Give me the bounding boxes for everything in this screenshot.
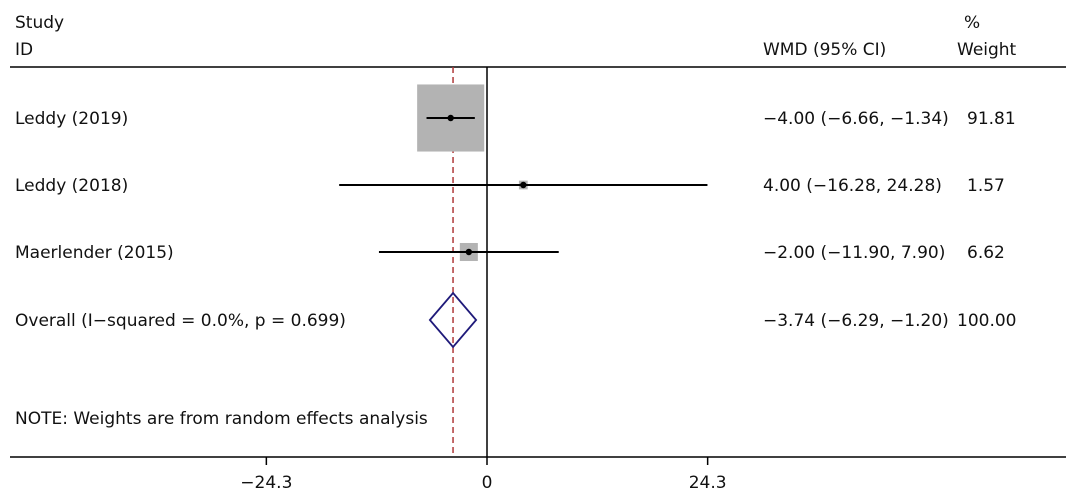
x-axis-tick-label: 24.3	[689, 473, 727, 493]
study-ci-text: −4.00 (−6.66, −1.34)	[763, 109, 949, 129]
study-point-estimate	[520, 181, 527, 189]
header-percent-label: %	[964, 13, 980, 33]
header-study-label: Study	[15, 13, 64, 33]
study-label: Leddy (2018)	[15, 176, 128, 196]
study-label: Maerlender (2015)	[15, 243, 174, 263]
study-weight-text: 91.81	[967, 109, 1016, 129]
overall-ci-text: −3.74 (−6.29, −1.20)	[763, 311, 949, 331]
study-point-estimate	[465, 248, 473, 256]
header-id-label: ID	[15, 40, 33, 60]
x-axis-tick-label: 0	[482, 473, 493, 493]
note-text: NOTE: Weights are from random effects an…	[15, 409, 428, 429]
x-axis-tick-label: −24.3	[240, 473, 292, 493]
study-point-estimate	[447, 114, 454, 122]
overall-weight-text: 100.00	[957, 311, 1016, 331]
study-weight-text: 6.62	[967, 243, 1005, 263]
header-weight-label: Weight	[957, 40, 1017, 60]
study-weight-text: 1.57	[967, 176, 1005, 196]
overall-diamond	[428, 291, 478, 349]
header-effect-label: WMD (95% CI)	[763, 40, 886, 60]
study-ci-text: −2.00 (−11.90, 7.90)	[763, 243, 945, 263]
study-label: Leddy (2019)	[15, 109, 128, 129]
overall-label: Overall (I−squared = 0.0%, p = 0.699)	[15, 311, 346, 331]
study-ci-text: 4.00 (−16.28, 24.28)	[763, 176, 942, 196]
